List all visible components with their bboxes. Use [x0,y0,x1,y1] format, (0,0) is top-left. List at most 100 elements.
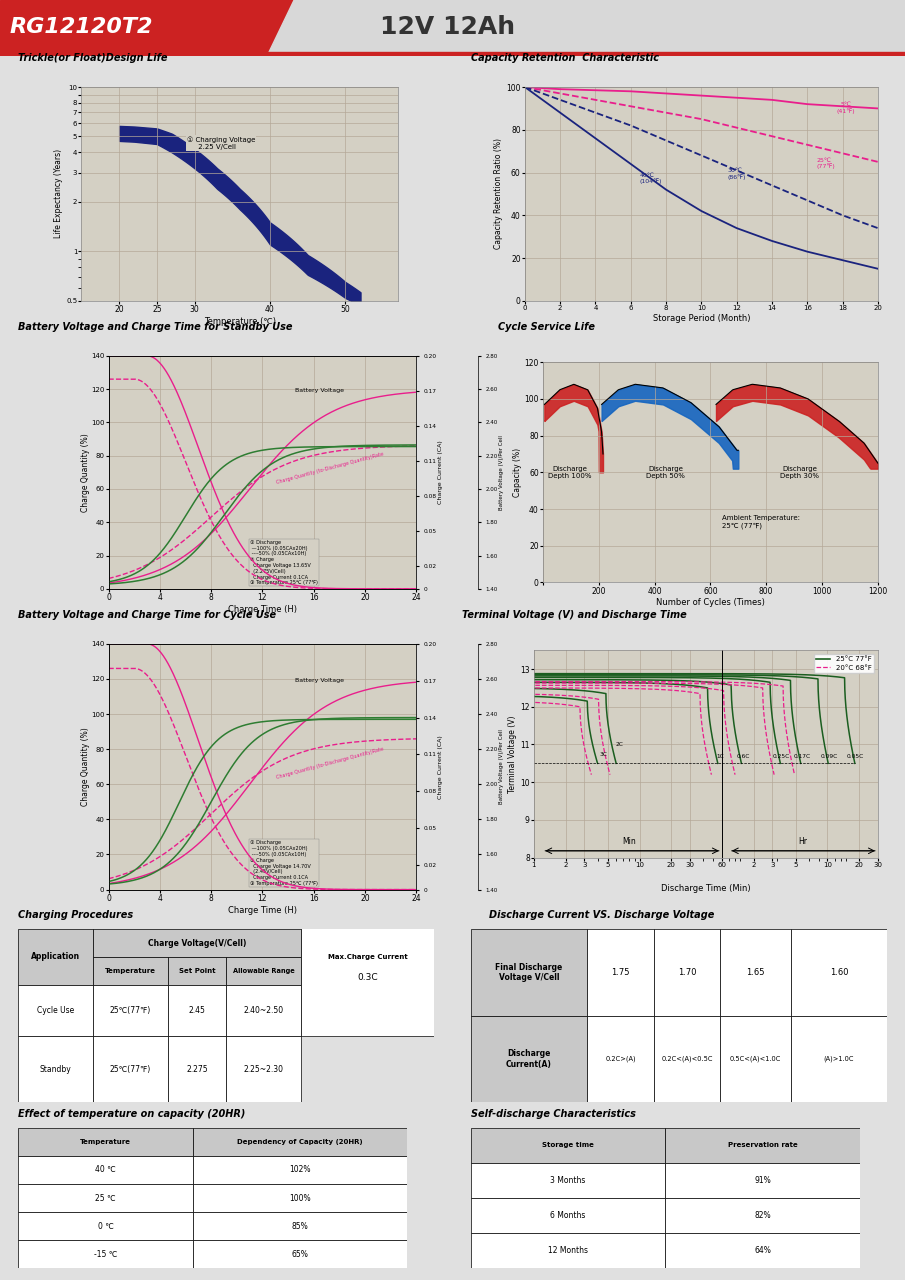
Bar [93,1037,168,1102]
Text: Min: Min [623,837,636,846]
Bar [18,1212,193,1240]
Bar [193,1212,407,1240]
Text: Hr: Hr [798,837,807,846]
Text: Battery Voltage: Battery Voltage [294,388,344,393]
Text: 1.70: 1.70 [678,968,696,977]
X-axis label: Charge Time (H): Charge Time (H) [228,604,297,613]
Bar [18,1184,193,1212]
Bar [193,1240,407,1268]
Y-axis label: Capacity Retention Ratio (%): Capacity Retention Ratio (%) [494,138,503,250]
X-axis label: Discharge Time (Min): Discharge Time (Min) [661,884,751,893]
Text: 2.25~2.30: 2.25~2.30 [243,1065,283,1074]
Text: Set Point: Set Point [179,968,215,974]
Text: 1.65: 1.65 [747,968,765,977]
Bar [665,1128,860,1162]
Text: 0.25C: 0.25C [773,754,790,759]
Text: 2C: 2C [616,742,624,748]
Text: ① Charging Voltage
     2.25 V/Cell: ① Charging Voltage 2.25 V/Cell [187,137,255,150]
Legend: 25°C 77°F, 20°C 68°F: 25°C 77°F, 20°C 68°F [814,654,874,673]
Bar [226,984,301,1037]
Text: 0.6C: 0.6C [737,754,750,759]
Text: Charge Quantity (to-Discharge Quantity)Rate: Charge Quantity (to-Discharge Quantity)R… [275,746,384,780]
Bar [168,984,226,1037]
Text: 25℃
(77℉): 25℃ (77℉) [816,157,834,169]
Bar [471,1234,665,1268]
Bar [587,929,653,1016]
Bar [93,957,168,984]
Text: 6 Months: 6 Months [550,1211,586,1220]
Text: -15 ℃: -15 ℃ [94,1249,118,1260]
Text: ① Discharge
 —100% (0.05CAx20H)
 ----50% (0.05CAx10H)
② Charge
  Charge Voltage : ① Discharge —100% (0.05CAx20H) ----50% (… [250,841,318,886]
Bar [193,1128,407,1156]
X-axis label: Number of Cycles (Times): Number of Cycles (Times) [656,598,765,607]
Bar [18,984,93,1037]
Bar [665,1234,860,1268]
Text: Final Discharge
Voltage V/Cell: Final Discharge Voltage V/Cell [495,963,563,982]
Text: 0.2C>(A): 0.2C>(A) [605,1056,636,1062]
Text: 0.2C<(A)<0.5C: 0.2C<(A)<0.5C [662,1056,713,1062]
Text: 1C: 1C [717,754,724,759]
Text: 2.275: 2.275 [186,1065,208,1074]
Bar [18,929,93,984]
Text: 1.75: 1.75 [611,968,630,977]
Text: Discharge
Depth 30%: Discharge Depth 30% [780,466,819,479]
Text: Temperature: Temperature [105,968,156,974]
Text: 64%: 64% [754,1247,771,1256]
Text: 5℃
(41℉): 5℃ (41℉) [837,102,855,114]
Text: Discharge
Current(A): Discharge Current(A) [506,1050,552,1069]
Y-axis label: Charge Current (CA): Charge Current (CA) [438,440,443,504]
Text: 0.09C: 0.09C [821,754,838,759]
Bar [720,1016,791,1102]
Text: 12V 12Ah: 12V 12Ah [380,15,515,38]
Bar [653,929,720,1016]
Y-axis label: Charge Quantity (%): Charge Quantity (%) [81,433,90,512]
Text: Terminal Voltage (V) and Discharge Time: Terminal Voltage (V) and Discharge Time [462,609,686,620]
Bar [18,1037,93,1102]
Text: 40 ℃: 40 ℃ [95,1165,116,1175]
Text: Cycle Service Life: Cycle Service Life [498,321,595,332]
Text: Battery Voltage and Charge Time for Cycle Use: Battery Voltage and Charge Time for Cycl… [18,609,276,620]
Text: 25℃(77℉): 25℃(77℉) [110,1065,151,1074]
Text: 85%: 85% [291,1221,309,1231]
X-axis label: Charge Time (H): Charge Time (H) [228,905,297,914]
Text: 40℃
(104℉): 40℃ (104℉) [640,173,662,184]
Bar [665,1198,860,1234]
Bar [471,1128,665,1162]
Bar [791,1016,887,1102]
Text: 3C: 3C [599,751,607,756]
Text: 91%: 91% [754,1176,771,1185]
Text: Charge Voltage(V/Cell): Charge Voltage(V/Cell) [148,938,246,947]
Bar [471,929,587,1016]
Text: 100%: 100% [290,1193,311,1203]
Text: 30℃
(86℉): 30℃ (86℉) [728,168,747,180]
Y-axis label: Terminal Voltage (V): Terminal Voltage (V) [509,716,518,792]
Bar [18,1128,193,1156]
X-axis label: Temperature (℃): Temperature (℃) [204,316,276,325]
Bar [193,1156,407,1184]
Bar [226,1037,301,1102]
Text: 102%: 102% [290,1165,311,1175]
Text: 2.45: 2.45 [188,1006,205,1015]
Text: Allowable Range: Allowable Range [233,968,295,974]
Text: Ambient Temperature:
25℃ (77℉): Ambient Temperature: 25℃ (77℉) [721,516,800,529]
Text: 0 ℃: 0 ℃ [98,1221,114,1231]
Text: Standby: Standby [40,1065,71,1074]
Text: 0.3C: 0.3C [357,973,378,982]
Bar [471,1162,665,1198]
Y-axis label: Battery Voltage (V)/Per Cell: Battery Voltage (V)/Per Cell [500,435,504,509]
Text: Dependency of Capacity (20HR): Dependency of Capacity (20HR) [237,1139,363,1144]
Text: 2.40~2.50: 2.40~2.50 [243,1006,284,1015]
Text: RG12120T2: RG12120T2 [9,17,153,37]
Text: Preservation rate: Preservation rate [728,1142,797,1148]
Text: 65%: 65% [291,1249,309,1260]
Text: 1.60: 1.60 [830,968,848,977]
Y-axis label: Capacity (%): Capacity (%) [512,448,521,497]
Text: Discharge
Depth 100%: Discharge Depth 100% [548,466,591,479]
Bar [93,984,168,1037]
Text: 12 Months: 12 Months [548,1247,588,1256]
Text: Temperature: Temperature [81,1139,131,1144]
Text: 0.17C: 0.17C [794,754,811,759]
Text: Charge Quantity (to-Discharge Quantity)Rate: Charge Quantity (to-Discharge Quantity)R… [275,452,384,485]
Text: Storage time: Storage time [542,1142,594,1148]
Bar [168,957,226,984]
